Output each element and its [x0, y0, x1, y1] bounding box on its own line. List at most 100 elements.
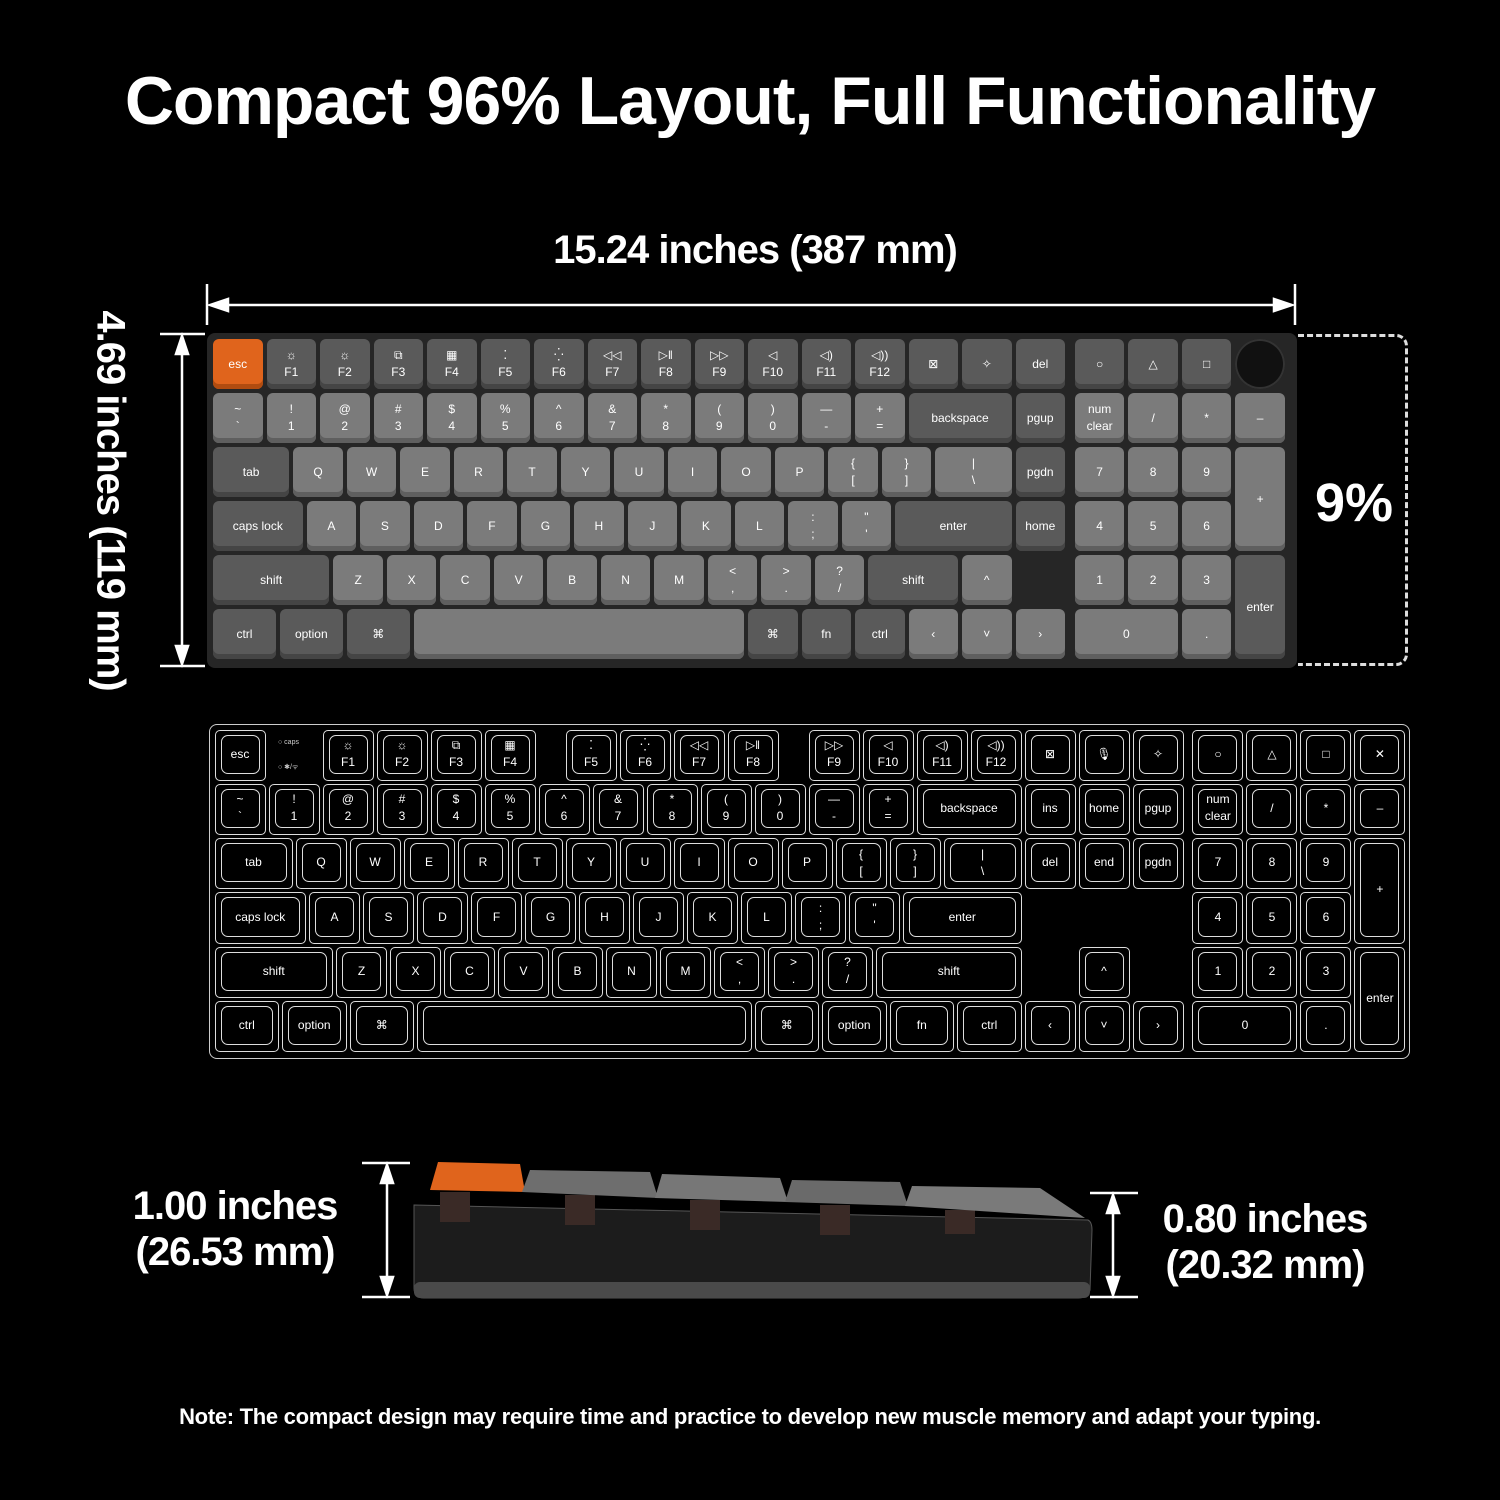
key-blank[interactable]: –	[1235, 393, 1285, 443]
key-a[interactable]: A	[306, 501, 357, 551]
key-blank[interactable]: + =	[862, 783, 914, 836]
key-7[interactable]: 7	[1074, 447, 1125, 497]
key-option[interactable]: option	[282, 1001, 347, 1053]
key-5[interactable]: % 5	[480, 393, 530, 443]
key-j[interactable]: J	[633, 892, 684, 944]
key-ctrl[interactable]: ctrl	[957, 1001, 1022, 1053]
key-blank[interactable]: ○	[1074, 339, 1125, 389]
key-blank[interactable]: ‹	[908, 609, 958, 659]
key-enter[interactable]: enter	[903, 892, 1022, 944]
key-blank[interactable]: ✧	[1132, 729, 1184, 781]
key-r[interactable]: R	[457, 838, 509, 890]
key-f10[interactable]: ◁ F10	[748, 339, 798, 389]
key-f3[interactable]: ⧉ F3	[430, 729, 482, 781]
key-8[interactable]: 8	[1128, 447, 1178, 497]
key-option[interactable]: option	[822, 1001, 887, 1053]
key-b[interactable]: B	[547, 555, 597, 605]
key-ctrl[interactable]: ctrl	[855, 609, 905, 659]
key-blank[interactable]: < ,	[714, 946, 765, 998]
key-blank[interactable]: ⌘	[748, 609, 798, 659]
key-blank[interactable]: ~ `	[213, 393, 263, 443]
key-blank[interactable]: △	[1246, 729, 1298, 781]
key-t[interactable]: T	[507, 447, 557, 497]
key-y[interactable]: Y	[560, 447, 611, 497]
key-o[interactable]: O	[727, 838, 779, 890]
key-7[interactable]: & 7	[587, 393, 637, 443]
key-2[interactable]: @ 2	[320, 393, 370, 443]
key-blank[interactable]: } ]	[889, 838, 941, 890]
key-pgup[interactable]: pgup	[1132, 783, 1184, 836]
key-h[interactable]: H	[579, 892, 630, 944]
key-blank[interactable]: ^	[1078, 946, 1130, 998]
key-o[interactable]: O	[721, 447, 771, 497]
key-blank[interactable]: | \	[943, 838, 1022, 890]
key-h[interactable]: H	[574, 501, 624, 551]
key-y[interactable]: Y	[565, 838, 617, 890]
key-9[interactable]: ( 9	[694, 393, 744, 443]
key-blank[interactable]: — -	[808, 783, 860, 836]
key-blank[interactable]: ? /	[822, 946, 873, 998]
key-0[interactable]: ) 0	[754, 783, 806, 836]
key-b[interactable]: B	[552, 946, 603, 998]
key-v[interactable]: V	[498, 946, 549, 998]
key-blank[interactable]: : ;	[788, 501, 838, 551]
key-4[interactable]: $ 4	[430, 783, 482, 836]
key-3[interactable]: # 3	[376, 783, 428, 836]
key-e[interactable]: E	[400, 447, 450, 497]
key-blank[interactable]: " '	[849, 892, 900, 944]
key-ins[interactable]: ins	[1024, 783, 1076, 836]
key-s[interactable]: S	[360, 501, 410, 551]
key-w[interactable]: W	[349, 838, 401, 890]
key-f5[interactable]: ⁚ F5	[480, 339, 530, 389]
key-shift[interactable]: shift	[214, 946, 333, 998]
key-blank[interactable]: ˅	[1078, 1001, 1130, 1053]
key-f11[interactable]: ◁) F11	[916, 729, 968, 781]
key-blank[interactable]: *	[1181, 393, 1232, 443]
key-9[interactable]: ( 9	[700, 783, 752, 836]
key-x[interactable]: X	[390, 946, 441, 998]
key-tab[interactable]: tab	[213, 447, 290, 497]
key-g[interactable]: G	[525, 892, 576, 944]
key-k[interactable]: K	[687, 892, 738, 944]
key-6[interactable]: 6	[1181, 501, 1232, 551]
key-1[interactable]: 1	[1074, 555, 1125, 605]
key-blank[interactable]: □	[1300, 729, 1352, 781]
key-blank[interactable]: — -	[801, 393, 851, 443]
key-enter[interactable]: enter	[1354, 946, 1406, 1053]
key-blank[interactable]: ⌘	[349, 1001, 414, 1053]
key-f4[interactable]: ▦ F4	[484, 729, 536, 781]
key-blank[interactable]: ⌘	[754, 1001, 819, 1053]
key-w[interactable]: W	[346, 447, 397, 497]
key-enter[interactable]: enter	[895, 501, 1012, 551]
key-blank[interactable]: | \	[935, 447, 1012, 497]
key-blank[interactable]: " '	[841, 501, 892, 551]
key-f7[interactable]: ◁◁ F7	[673, 729, 725, 781]
key-blank[interactable]: ✕	[1354, 729, 1406, 781]
key-3[interactable]: # 3	[373, 393, 423, 443]
key-g[interactable]: G	[520, 501, 571, 551]
key-f6[interactable]: ⁛ F6	[619, 729, 671, 781]
key-blank[interactable]: + =	[855, 393, 905, 443]
key-caps-lock[interactable]: caps lock	[213, 501, 303, 551]
key-blank[interactable]: +	[1354, 838, 1406, 944]
key-u[interactable]: U	[614, 447, 664, 497]
key-shift[interactable]: shift	[876, 946, 1022, 998]
key-blank[interactable]: ‹	[1024, 1001, 1076, 1053]
key-a[interactable]: A	[309, 892, 360, 944]
key-del[interactable]: del	[1024, 838, 1076, 890]
key-d[interactable]: D	[417, 892, 468, 944]
key-f10[interactable]: ◁ F10	[862, 729, 914, 781]
key-4[interactable]: 4	[1192, 892, 1244, 944]
key-blank[interactable]: : ;	[795, 892, 846, 944]
key-esc[interactable]: esc	[213, 339, 263, 389]
key-enter[interactable]: enter	[1235, 555, 1285, 659]
key-blank[interactable]: { [	[835, 838, 887, 890]
key-f5[interactable]: ⁚ F5	[565, 729, 617, 781]
key-blank[interactable]: .	[1181, 609, 1232, 659]
key-f12[interactable]: ◁)) F12	[970, 729, 1022, 781]
key-blank[interactable]: ? /	[814, 555, 865, 605]
key-f[interactable]: F	[467, 501, 517, 551]
key-blank[interactable]: ⊠	[1024, 729, 1076, 781]
key-blank[interactable]: } ]	[881, 447, 932, 497]
key-0[interactable]: ) 0	[748, 393, 798, 443]
